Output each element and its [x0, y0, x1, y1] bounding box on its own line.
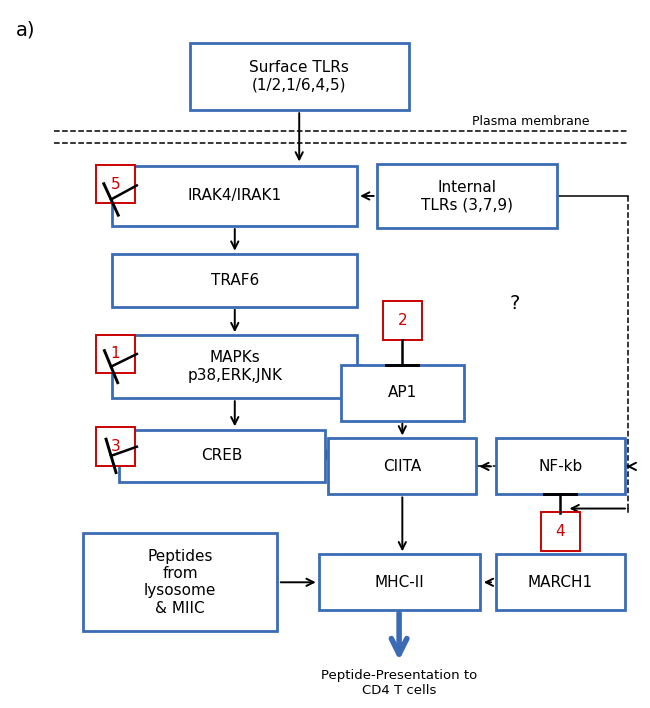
FancyBboxPatch shape — [383, 301, 422, 340]
FancyBboxPatch shape — [541, 513, 580, 551]
Text: NF-kb: NF-kb — [538, 459, 582, 474]
FancyBboxPatch shape — [376, 164, 557, 227]
FancyBboxPatch shape — [112, 166, 358, 226]
Text: ?: ? — [510, 294, 520, 313]
Text: CREB: CREB — [202, 448, 242, 463]
Text: Peptide-Presentation to
CD4 T cells: Peptide-Presentation to CD4 T cells — [321, 668, 477, 697]
Text: a): a) — [16, 21, 35, 40]
FancyBboxPatch shape — [496, 438, 625, 494]
Text: IRAK4/IRAK1: IRAK4/IRAK1 — [188, 188, 282, 203]
Text: 4: 4 — [555, 524, 565, 539]
Text: MAPKs
p38,ERK,JNK: MAPKs p38,ERK,JNK — [187, 350, 282, 383]
FancyBboxPatch shape — [318, 554, 480, 610]
FancyBboxPatch shape — [119, 430, 325, 482]
FancyBboxPatch shape — [96, 165, 135, 203]
Text: 2: 2 — [398, 313, 407, 328]
Text: MHC-II: MHC-II — [374, 575, 424, 590]
Text: MARCH1: MARCH1 — [528, 575, 593, 590]
FancyBboxPatch shape — [112, 335, 358, 399]
FancyBboxPatch shape — [112, 254, 358, 307]
Text: CIITA: CIITA — [384, 459, 421, 474]
Text: Surface TLRs
(1/2,1/6,4,5): Surface TLRs (1/2,1/6,4,5) — [250, 60, 349, 93]
Text: AP1: AP1 — [387, 385, 417, 400]
Text: Peptides
from
lysosome
& MIIC: Peptides from lysosome & MIIC — [144, 549, 216, 616]
FancyBboxPatch shape — [83, 533, 277, 632]
FancyBboxPatch shape — [190, 43, 409, 110]
FancyBboxPatch shape — [96, 335, 135, 373]
Text: Plasma membrane: Plasma membrane — [473, 115, 590, 128]
Text: 1: 1 — [111, 346, 120, 362]
Text: 5: 5 — [111, 176, 120, 191]
FancyBboxPatch shape — [328, 438, 476, 494]
FancyBboxPatch shape — [96, 428, 135, 466]
Text: TRAF6: TRAF6 — [211, 273, 259, 287]
FancyBboxPatch shape — [341, 365, 463, 421]
Text: Internal
TLRs (3,7,9): Internal TLRs (3,7,9) — [421, 180, 513, 212]
Text: 3: 3 — [111, 439, 120, 455]
FancyBboxPatch shape — [496, 554, 625, 610]
